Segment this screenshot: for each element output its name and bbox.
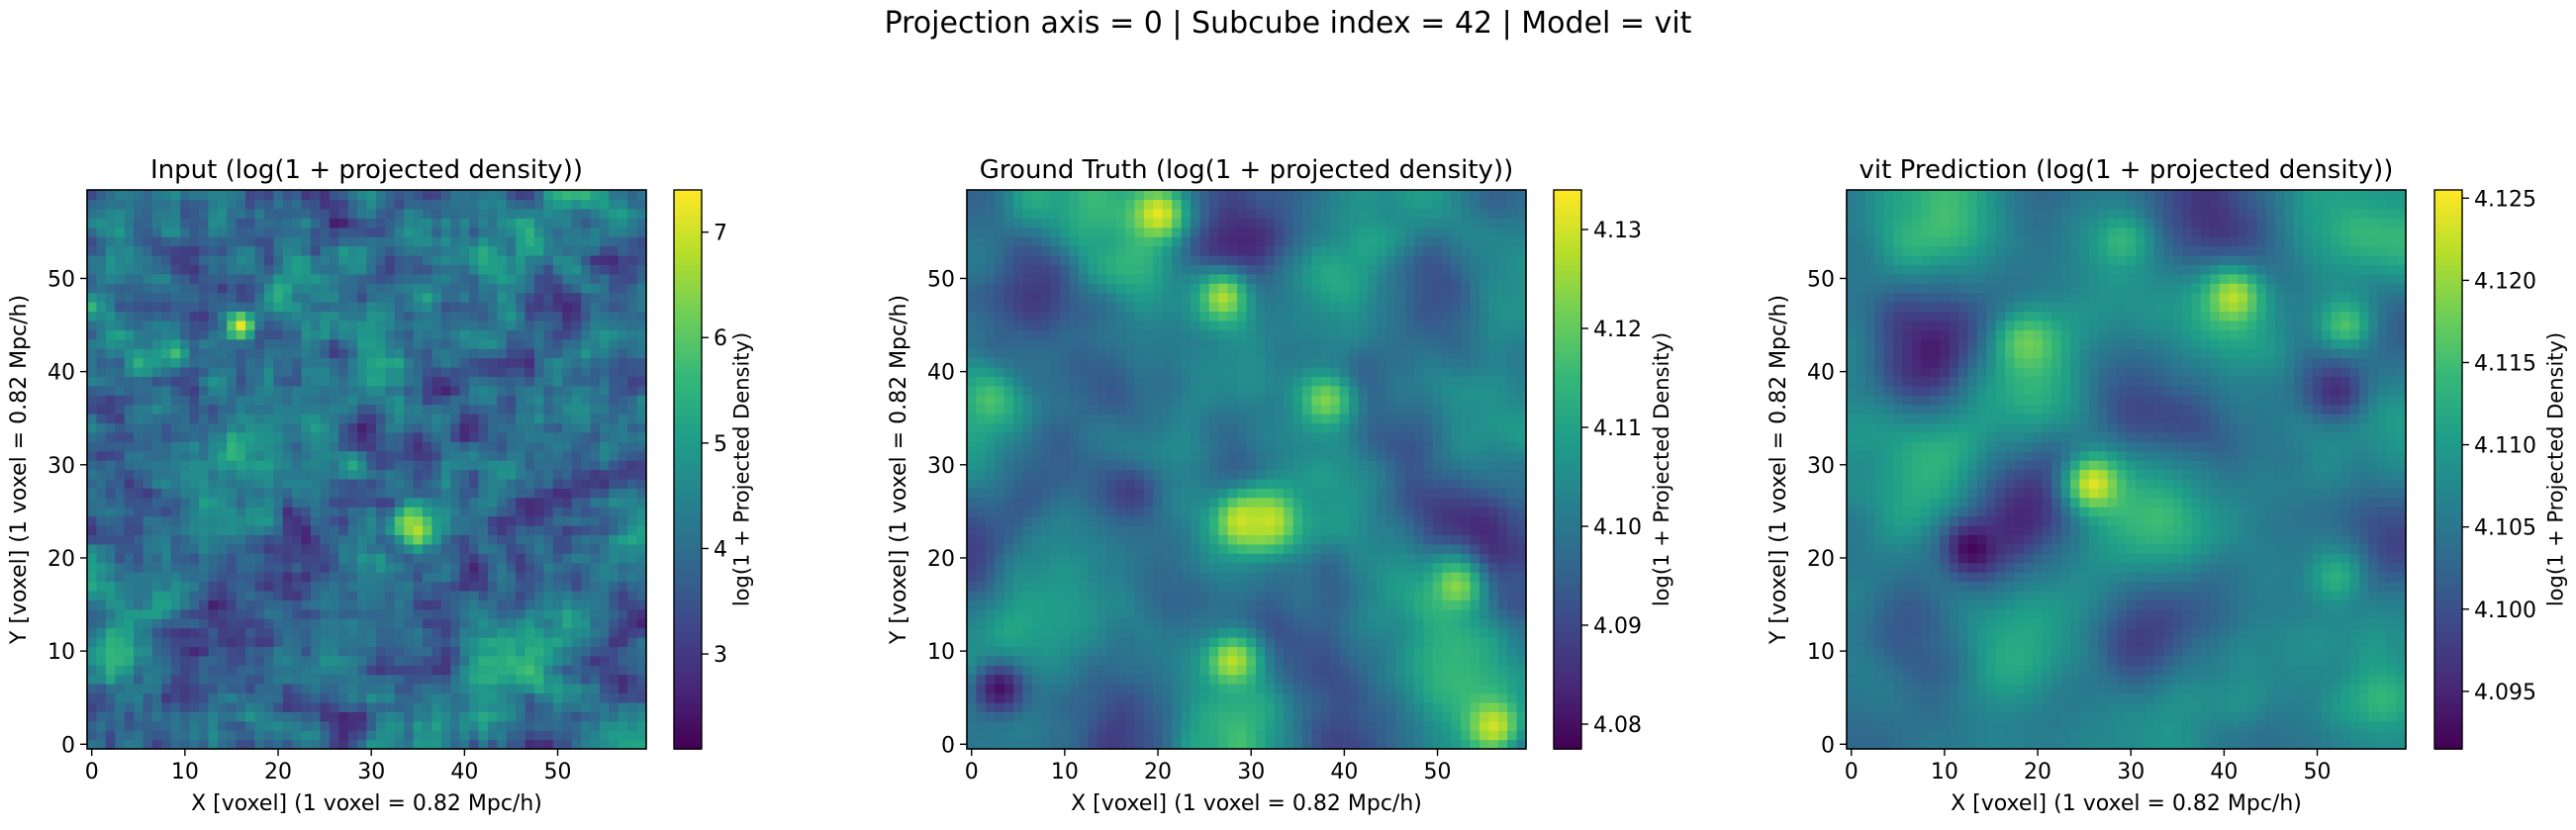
x-tick-label: 50 <box>2304 760 2332 784</box>
colorbar-label: log(1 + Projected Density) <box>1650 332 1673 606</box>
colorbar-tick-label: 4.13 <box>1593 219 1642 243</box>
y-tick-label: 50 <box>927 267 955 292</box>
x-axis-label: X [voxel] (1 voxel = 0.82 Mpc/h) <box>1951 791 2302 816</box>
y-tick-label: 40 <box>927 361 955 386</box>
colorbar-tick-label: 4.125 <box>2474 187 2536 212</box>
y-tick-label: 40 <box>48 361 75 386</box>
x-tick-label: 30 <box>357 760 385 784</box>
colorbar-label: log(1 + Projected Density) <box>2544 332 2568 606</box>
x-tick-label: 50 <box>1424 760 1452 784</box>
x-tick-label: 40 <box>450 760 478 784</box>
y-tick-label: 40 <box>1807 361 1835 386</box>
axes-frame <box>86 189 647 750</box>
y-tick-label: 0 <box>1821 733 1835 758</box>
y-axis-label: Y [voxel] (1 voxel = 0.82 Mpc/h) <box>7 295 32 645</box>
y-axis-label: Y [voxel] (1 voxel = 0.82 Mpc/h) <box>1766 295 1791 645</box>
x-tick-label: 20 <box>264 760 292 784</box>
colorbar-tick-label: 4 <box>714 537 727 562</box>
colorbar-tick-label: 5 <box>714 432 727 457</box>
x-axis-label: X [voxel] (1 voxel = 0.82 Mpc/h) <box>1071 791 1422 816</box>
y-tick-label: 50 <box>1807 267 1835 292</box>
x-tick-label: 40 <box>1330 760 1358 784</box>
x-tick-label: 20 <box>2024 760 2051 784</box>
y-tick-label: 0 <box>61 733 75 758</box>
y-tick-label: 20 <box>927 547 955 572</box>
colorbar-frame <box>673 189 703 750</box>
panel-title: Ground Truth (log(1 + projected density)… <box>980 155 1513 185</box>
colorbar-frame <box>1553 189 1582 750</box>
panel-1: 0 10 20 30 40 50 0 10 20 30 40 50 Input (log(1 + pro… <box>7 155 754 816</box>
colorbar: 3 4 5 6 7 log(1 + Projected Density) <box>673 189 754 750</box>
y-tick-label: 0 <box>941 733 955 758</box>
y-tick-label: 30 <box>927 454 955 479</box>
colorbar-tick-label: 4.12 <box>1593 318 1642 342</box>
colorbar-tick-label: 4.08 <box>1593 713 1642 738</box>
colorbar-tick-label: 3 <box>714 643 727 668</box>
colorbar-tick-label: 4.11 <box>1593 416 1642 441</box>
colorbar-label: log(1 + Projected Density) <box>730 332 754 606</box>
x-tick-label: 0 <box>85 760 99 784</box>
colorbar-tick-label: 4.10 <box>1593 515 1642 540</box>
colorbar-tick-label: 4.09 <box>1593 614 1642 639</box>
x-tick-label: 0 <box>965 760 979 784</box>
heatmap-cells <box>87 190 647 750</box>
x-tick-label: 30 <box>1237 760 1265 784</box>
y-tick-label: 50 <box>48 267 75 292</box>
x-tick-label: 10 <box>1931 760 1958 784</box>
colorbar: 4.08 4.09 4.10 4.11 4.12 4.13 log(1 + Projecte… <box>1553 189 1673 750</box>
y-tick-label: 30 <box>1807 454 1835 479</box>
y-tick-label: 20 <box>48 547 75 572</box>
colorbar-tick-label: 4.120 <box>2474 269 2536 294</box>
axes-frame <box>1846 189 2407 750</box>
x-tick-label: 0 <box>1845 760 1859 784</box>
y-axis-label: Y [voxel] (1 voxel = 0.82 Mpc/h) <box>887 295 911 645</box>
x-tick-label: 50 <box>544 760 572 784</box>
panel-title: vit Prediction (log(1 + projected densit… <box>1860 155 2394 185</box>
y-tick-label: 20 <box>1807 547 1835 572</box>
colorbar-frame <box>2433 189 2463 750</box>
panel-3: 0 10 20 30 40 50 0 10 20 30 40 50 vit Prediction (lo… <box>1766 155 2568 816</box>
colorbar-tick-label: 4.115 <box>2474 351 2536 376</box>
x-tick-label: 10 <box>1051 760 1079 784</box>
y-tick-label: 10 <box>927 640 955 665</box>
figure-suptitle: Projection axis = 0 | Subcube index = 42… <box>884 6 1692 41</box>
colorbar-tick-label: 6 <box>714 326 727 351</box>
y-tick-label: 10 <box>1807 640 1835 665</box>
colorbar-tick-label: 7 <box>714 222 727 246</box>
colorbar-tick-label: 4.095 <box>2474 681 2536 705</box>
heatmap-cells <box>1847 190 2407 750</box>
x-tick-label: 40 <box>2210 760 2238 784</box>
panel-2: 0 10 20 30 40 50 0 10 20 30 40 50 Ground Truth (log(… <box>887 155 1673 816</box>
colorbar-tick-label: 4.110 <box>2474 434 2536 459</box>
colorbar-tick-label: 4.105 <box>2474 516 2536 541</box>
heatmap-cells <box>967 190 1527 750</box>
axes-frame <box>966 189 1527 750</box>
x-axis-label: X [voxel] (1 voxel = 0.82 Mpc/h) <box>191 791 542 816</box>
y-tick-label: 30 <box>48 454 75 479</box>
panel-title: Input (log(1 + projected density)) <box>150 155 583 185</box>
colorbar-tick-label: 4.100 <box>2474 599 2536 623</box>
x-tick-label: 10 <box>171 760 199 784</box>
colorbar: 4.095 4.100 4.105 4.110 4.115 4.120 4.125 log(1… <box>2433 187 2568 750</box>
y-tick-label: 10 <box>48 640 75 665</box>
x-tick-label: 20 <box>1144 760 1172 784</box>
x-tick-label: 30 <box>2117 760 2145 784</box>
